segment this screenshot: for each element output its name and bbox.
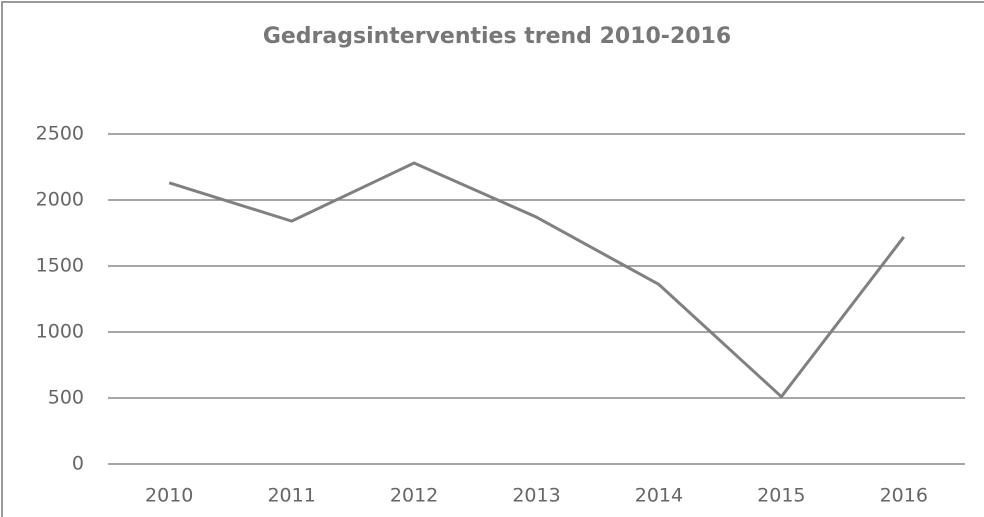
- x-tick-label: 2010: [145, 485, 193, 507]
- y-tick-label: 2500: [36, 123, 84, 145]
- x-tick-label: 2014: [635, 485, 683, 507]
- x-tick-label: 2013: [512, 485, 560, 507]
- y-tick-label: 2000: [36, 189, 84, 211]
- y-tick-label: 500: [48, 387, 84, 409]
- x-tick-label: 2016: [880, 485, 928, 507]
- chart-title: Gedragsinterventies trend 2010-2016: [263, 24, 731, 49]
- y-tick-label: 1500: [36, 255, 84, 277]
- y-tick-label: 1000: [36, 321, 84, 343]
- data-line: [168, 161, 905, 399]
- x-tick-label: 2015: [757, 485, 805, 507]
- x-tick-label: 2011: [267, 485, 315, 507]
- x-tick-label: 2012: [390, 485, 438, 507]
- y-tick-label: 0: [72, 453, 84, 475]
